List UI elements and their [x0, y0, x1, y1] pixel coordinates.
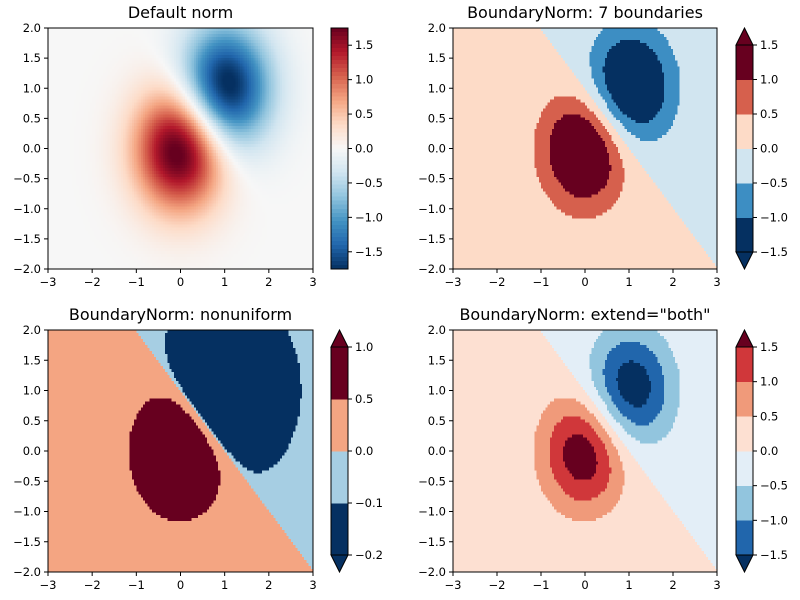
heatmap-cells [48, 28, 314, 270]
